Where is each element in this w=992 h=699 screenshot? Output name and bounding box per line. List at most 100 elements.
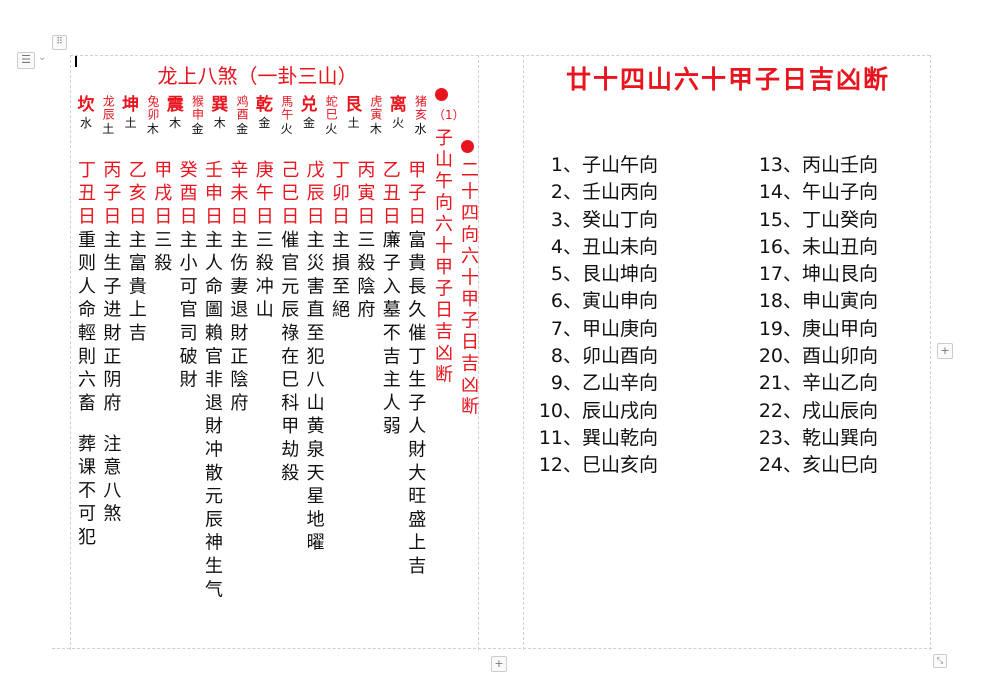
trigram-header: 震木 — [164, 95, 186, 129]
element: 金 — [191, 122, 204, 136]
direction-item: 7、甲山庚向 — [538, 316, 658, 343]
day-note: 主生子进財正阴府 — [100, 229, 122, 417]
direction-text: 申山寅向 — [802, 290, 879, 313]
direction-text: 未山丑向 — [802, 235, 879, 258]
animal-branch: 馬午 — [279, 95, 294, 121]
direction-text: 乾山巽向 — [802, 426, 879, 449]
direction-item: 15、丁山癸向 — [758, 207, 878, 234]
item-number: 24、 — [758, 454, 802, 477]
day-note: 重则人命輕則六畜 — [75, 229, 96, 417]
direction-item: 2、壬山丙向 — [538, 179, 658, 206]
direction-text: 巳山亥向 — [582, 454, 659, 477]
trigram-header: 虎寅木 — [365, 95, 387, 135]
item-number: 5、 — [550, 263, 582, 286]
trigram-header: 艮土 — [343, 95, 365, 129]
element: 水 — [79, 116, 92, 130]
day-label: 乙丑日 — [379, 160, 401, 230]
direction-item: 23、乾山巽向 — [758, 425, 878, 452]
item-number: 15、 — [758, 208, 802, 231]
table-resize-handle[interactable]: ⤡ — [933, 654, 947, 668]
direction-item: 16、未山丑向 — [758, 234, 878, 261]
animal-branch: 龙辰 — [101, 95, 116, 121]
item-number: 10、 — [538, 399, 582, 422]
element: 火 — [392, 116, 405, 130]
layout-options-icon[interactable]: ☰ — [17, 52, 35, 69]
element: 土 — [102, 122, 115, 136]
trigram-header: 鸡酉金 — [231, 95, 253, 135]
day-label: 甲戌日 — [151, 160, 173, 230]
trigram-header: 巽木 — [209, 95, 231, 129]
trigram-name: 离 — [389, 95, 407, 115]
direction-text: 丙山壬向 — [802, 154, 879, 176]
trigram-name: 震 — [166, 95, 184, 115]
table-move-handle[interactable]: ⠿ — [52, 35, 67, 50]
vertical-heading-2: 二十四向六十甲子日吉凶断 — [456, 160, 480, 418]
element: 土 — [124, 116, 137, 130]
direction-item: 12、巳山亥向 — [538, 452, 658, 479]
direction-text: 巽山乾向 — [582, 426, 659, 449]
trigram-header: 蛇巳火 — [320, 95, 342, 135]
trigram-header: 坤土 — [120, 95, 142, 129]
day-note: 主災害直至犯八山黄泉天星地曜 — [303, 229, 325, 557]
day-note: 三殺 — [151, 229, 173, 277]
item-number: 16、 — [758, 235, 802, 258]
direction-item: 9、乙山辛向 — [538, 370, 658, 397]
direction-item: 21、辛山乙向 — [758, 370, 878, 397]
day-column: 丙寅日 三殺陰府 — [352, 160, 376, 323]
bullet-dot — [435, 88, 448, 101]
table-border — [523, 55, 524, 650]
heading-text: 二十四向六十甲子日吉凶断 — [458, 160, 479, 418]
element: 木 — [146, 122, 159, 136]
text-cursor — [75, 55, 77, 67]
day-label: 乙亥日 — [125, 160, 147, 230]
direction-text: 甲山庚向 — [582, 317, 659, 340]
element: 木 — [169, 116, 182, 130]
day-note: 三殺陰府 — [354, 229, 376, 324]
animal-branch: 蛇巳 — [324, 95, 339, 121]
direction-text: 午山子向 — [802, 181, 879, 204]
day-note: 主小可官司破財 — [176, 229, 198, 394]
item-number: 7、 — [550, 317, 582, 340]
item-number: 3、 — [550, 208, 582, 231]
direction-item: 22、戌山辰向 — [758, 398, 878, 425]
day-column: 己巳日 催官元辰祿在巳科甲劫殺 — [276, 160, 300, 486]
trigram-name: 兑 — [300, 95, 318, 115]
element: 金 — [302, 116, 315, 130]
day-label: 丁卯日 — [329, 160, 350, 230]
day-note-2: 葬课不可犯 — [75, 434, 96, 551]
direction-text: 辰山戌向 — [582, 399, 659, 422]
heading-text: 子山午向六十甲子日吉凶断 — [432, 128, 453, 386]
right-title: 廿十四山六十甲子日吉凶断 — [565, 65, 890, 94]
item-number: 8、 — [550, 345, 582, 368]
add-row-button[interactable]: + — [491, 656, 507, 672]
trigram-header: 兑金 — [298, 95, 320, 129]
day-label: 壬申日 — [202, 160, 223, 230]
direction-text: 乙山辛向 — [582, 372, 659, 395]
animal-branch: 鸡酉 — [235, 95, 250, 121]
day-column: 丁卯日 主損至絕 — [327, 160, 351, 323]
vertical-heading-1: 子山午向六十甲子日吉凶断 — [430, 128, 454, 386]
direction-item: 17、坤山艮向 — [758, 261, 878, 288]
day-label: 癸酉日 — [176, 160, 198, 230]
day-column: 戊辰日 主災害直至犯八山黄泉天星地曜 — [302, 160, 326, 556]
day-note: 三殺冲山 — [252, 229, 274, 324]
element: 木 — [213, 116, 226, 130]
bullet-dot — [461, 140, 474, 153]
item-number: 20、 — [758, 345, 802, 368]
element: 木 — [369, 122, 382, 136]
add-column-button[interactable]: + — [937, 343, 953, 359]
item-number: 23、 — [758, 426, 802, 449]
item-number: 1、 — [550, 154, 582, 176]
day-column: 甲子日 富貴長久催丁生子人財大旺盛上吉 — [403, 160, 427, 579]
chevron-down-icon[interactable]: ⌄ — [38, 52, 47, 63]
item-number: 19、 — [758, 317, 802, 340]
direction-text: 壬山丙向 — [582, 181, 659, 204]
day-column: 丁丑日 重则人命輕則六畜 葬课不可犯 — [73, 160, 97, 551]
element: 土 — [347, 116, 360, 130]
item-number: 6、 — [550, 290, 582, 313]
item-number: 17、 — [758, 263, 802, 286]
direction-text: 卯山酉向 — [582, 345, 659, 368]
direction-item: 13、丙山壬向 — [758, 152, 878, 179]
trigram-header: 猪亥水 — [410, 95, 432, 135]
trigram-header: 馬午火 — [276, 95, 298, 135]
